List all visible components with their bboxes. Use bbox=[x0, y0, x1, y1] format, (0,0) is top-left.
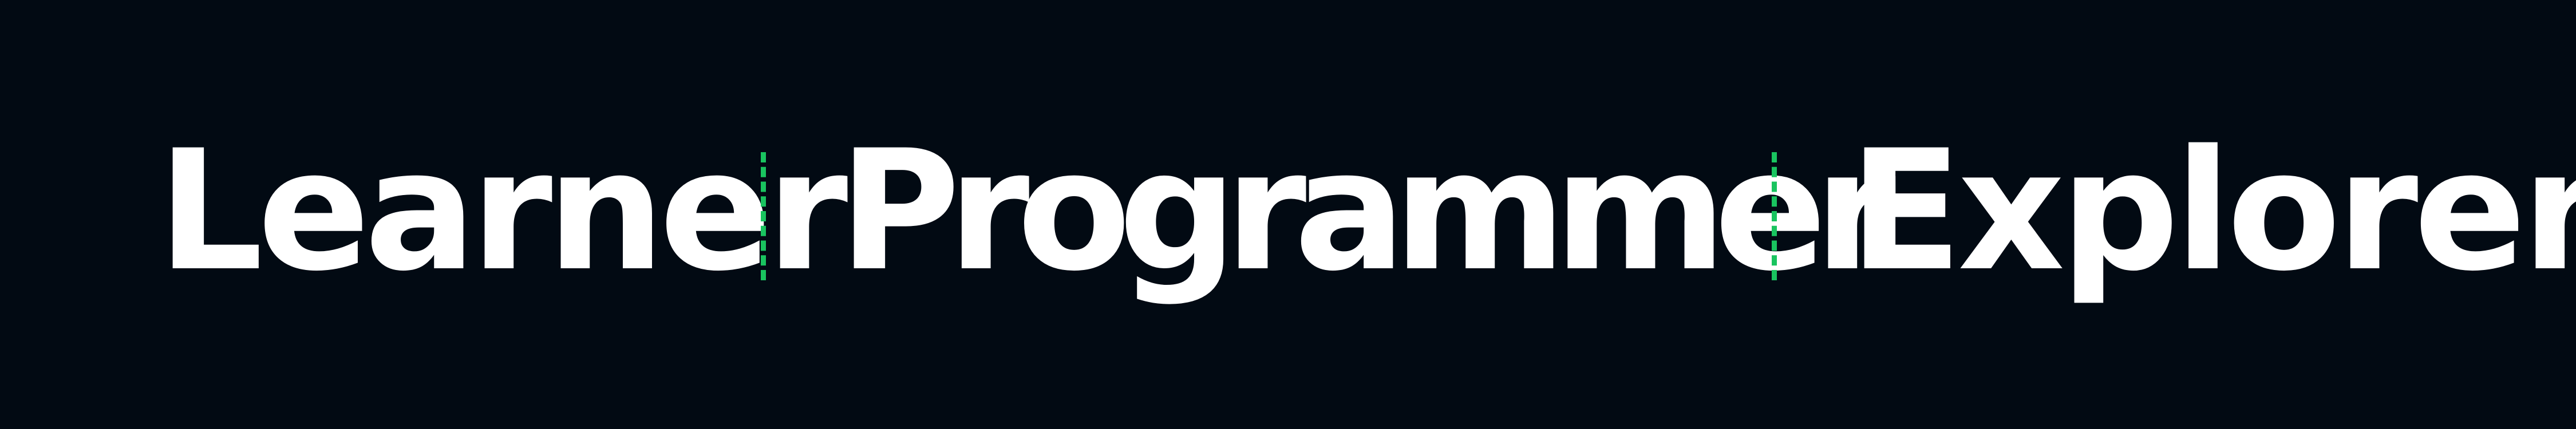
separator-2 bbox=[1772, 152, 1777, 280]
word-programmer: Programmer bbox=[839, 115, 1896, 308]
separator-1 bbox=[761, 152, 766, 280]
word-learner: Learner bbox=[157, 115, 848, 308]
word-explorer: Explorer bbox=[1849, 115, 2576, 308]
